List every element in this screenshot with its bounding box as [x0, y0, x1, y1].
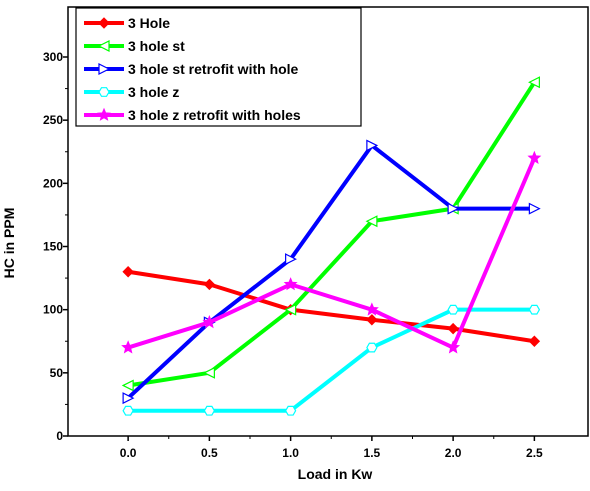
data-point	[447, 322, 459, 335]
data-point	[283, 277, 298, 291]
data-point	[446, 340, 461, 354]
data-point	[447, 202, 460, 215]
series-2	[121, 76, 540, 392]
legend-swatch-marker	[98, 63, 111, 75]
series-line	[127, 157, 537, 350]
x-axis-ticks: 0.0 0.5 1.0 1.5 2.0 2.5	[120, 436, 543, 460]
data-point	[366, 342, 378, 353]
series-4	[122, 304, 541, 416]
data-point	[203, 366, 215, 379]
data-point	[528, 202, 541, 215]
data-point	[364, 302, 379, 316]
series-line	[126, 143, 535, 400]
data-point	[285, 253, 297, 266]
series-line	[127, 269, 535, 344]
series-1	[122, 266, 541, 347]
data-point	[121, 340, 136, 354]
legend-label: 3 Hole	[128, 15, 170, 31]
y-tick-label: 250	[43, 113, 63, 127]
data-point	[528, 76, 540, 89]
data-point	[203, 405, 216, 416]
x-tick-label: 1.5	[364, 446, 381, 460]
legend-label: 3 hole z retrofit with holes	[128, 107, 301, 123]
legend: 3 Hole 3 hole st 3 hole st retrofit with h…	[75, 7, 362, 127]
x-tick-label: 0.0	[120, 446, 137, 460]
x-axis-title: Load in Kw	[298, 466, 373, 482]
x-tick-label: 2.5	[526, 446, 543, 460]
legend-label: 3 hole st retrofit with hole	[128, 61, 299, 77]
y-axis-title: HC in PPM	[1, 208, 17, 279]
y-tick-label: 0	[56, 429, 63, 443]
y-tick-label: 300	[43, 50, 63, 64]
series-5	[121, 150, 542, 354]
x-tick-label: 2.0	[445, 446, 462, 460]
legend-label: 3 hole st	[128, 38, 185, 54]
data-point	[202, 314, 217, 329]
series-line	[128, 307, 535, 413]
y-tick-label: 50	[50, 366, 64, 380]
series-line	[127, 81, 537, 388]
y-axis-ticks: 0 50 100 150 200 250 300	[43, 50, 68, 443]
data-point	[366, 139, 379, 152]
data-point	[203, 278, 216, 291]
data-point	[284, 405, 297, 416]
plot-border	[67, 6, 589, 437]
data-point	[527, 150, 542, 164]
data-point	[122, 266, 134, 278]
y-tick-label: 100	[43, 303, 63, 317]
x-tick-label: 0.5	[201, 446, 218, 460]
x-tick-label: 1.0	[282, 446, 299, 460]
data-point	[121, 379, 134, 392]
series-layer	[121, 76, 542, 416]
legend-swatch-marker	[97, 40, 110, 52]
legend-swatch-marker	[97, 107, 111, 121]
plot-frame	[67, 6, 589, 437]
data-point	[122, 392, 135, 405]
data-point	[366, 314, 378, 326]
data-point	[284, 303, 297, 316]
legend-label: 3 hole z	[128, 84, 179, 100]
legend-swatch-marker	[98, 87, 110, 97]
data-point	[447, 304, 459, 315]
data-point	[528, 335, 541, 347]
data-point	[365, 215, 378, 228]
y-tick-label: 200	[43, 176, 63, 190]
data-point	[528, 304, 541, 315]
legend-swatch-marker	[98, 17, 110, 29]
y-tick-label: 150	[43, 240, 63, 254]
series-3	[122, 139, 541, 405]
data-point	[122, 405, 134, 416]
